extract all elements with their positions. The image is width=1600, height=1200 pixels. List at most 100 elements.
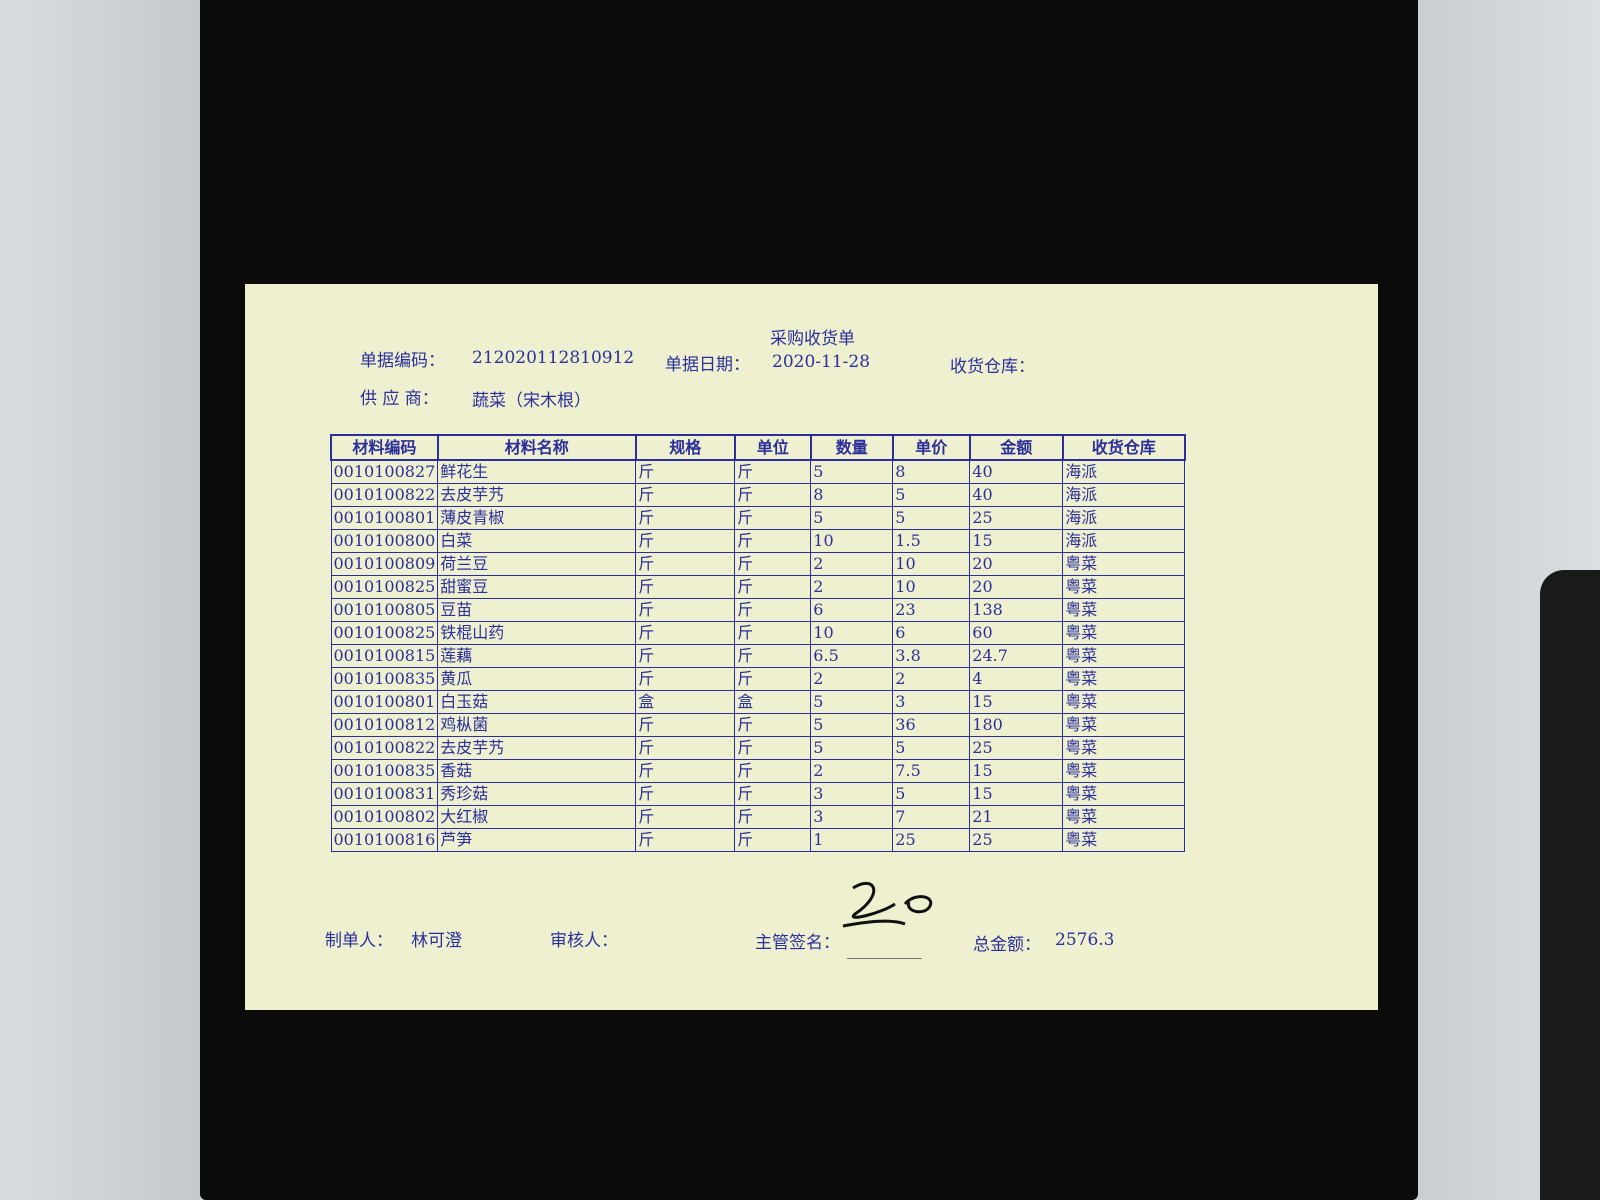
column-header: 金额 [968, 434, 1064, 461]
table-cell: 2 [892, 667, 971, 691]
table-cell: 6 [892, 621, 971, 645]
table-cell: 7 [892, 805, 971, 829]
table-cell: 15 [969, 529, 1064, 553]
table-cell: 5 [892, 483, 971, 507]
table-row: 0010100816 芦笋斤斤 1 25 25 粤菜 [330, 828, 1186, 852]
table-cell: 斤 [734, 644, 812, 668]
table-cell: 斤 [635, 459, 736, 484]
table-cell: 盒 [635, 690, 736, 714]
table-cell: 10 [892, 575, 971, 599]
table-cell: 0010100825 [330, 621, 439, 645]
table-cell: 5 [810, 690, 894, 714]
table-row: 0010100812 鸡枞菌斤斤 5 36 180 粤菜 [330, 713, 1186, 737]
items-table: 材料编码 材料名称 规格 单位 数量 单价 金额 收货仓库 0010100827 鲜花生斤斤 5 8… [330, 434, 1186, 852]
table-cell: 斤 [635, 598, 736, 622]
table-cell: 粤菜 [1062, 782, 1186, 806]
field-label: 制单人： [325, 931, 393, 951]
table-cell: 斤 [635, 621, 736, 645]
table-cell: 0010100809 [330, 552, 439, 576]
table-cell: 粤菜 [1062, 598, 1186, 622]
table-cell: 斤 [734, 552, 812, 576]
table-cell: 5 [810, 459, 894, 484]
table-cell: 5 [810, 713, 894, 737]
table-cell: 0010100822 [330, 736, 439, 760]
table-cell: 斤 [635, 529, 736, 553]
table-row: 0010100802 大红椒斤斤 3 7 21 粤菜 [330, 805, 1186, 829]
table-cell: 斤 [734, 575, 812, 599]
table-cell: 海派 [1062, 483, 1186, 507]
signature-line [847, 958, 922, 959]
table-cell: 36 [892, 713, 971, 737]
table-cell: 8 [892, 459, 971, 484]
field-label: 单据日期： [665, 355, 750, 375]
table-cell: 10 [810, 621, 894, 645]
table-cell: 粤菜 [1062, 690, 1186, 714]
table-cell: 斤 [635, 644, 736, 668]
table-cell: 斤 [635, 575, 736, 599]
table-cell: 25 [892, 828, 971, 852]
table-cell: 15 [969, 690, 1064, 714]
table-cell: 斤 [734, 529, 812, 553]
signature [842, 881, 933, 928]
table-cell: 香菇 [437, 759, 637, 783]
table-cell: 5 [892, 782, 971, 806]
table-cell: 0010100815 [330, 644, 439, 668]
table-cell: 10 [810, 529, 894, 553]
table-cell: 5 [810, 506, 894, 530]
table-row: 0010100801 白玉菇盒盒 5 3 15 粤菜 [330, 690, 1186, 714]
table-cell: 铁棍山药 [437, 621, 637, 645]
table-cell: 0010100801 [330, 506, 439, 530]
table-cell: 0010100835 [330, 667, 439, 691]
table-row: 0010100825 甜蜜豆斤斤 2 10 20 粤菜 [330, 575, 1186, 599]
table-cell: 黄瓜 [437, 667, 637, 691]
table-row: 0010100801 薄皮青椒斤斤 5 5 25 海派 [330, 506, 1186, 530]
table-cell: 23 [892, 598, 971, 622]
header-row: 材料编码 材料名称 规格 单位 数量 单价 金额 收货仓库 [330, 434, 1186, 461]
table-row: 0010100815 莲藕斤斤 6.5 3.8 24.7 粤菜 [330, 644, 1186, 668]
table-cell: 海派 [1062, 459, 1186, 484]
table-cell: 粤菜 [1062, 552, 1186, 576]
table-cell: 6 [810, 598, 894, 622]
table-cell: 0010100825 [330, 575, 439, 599]
table-row: 0010100805 豆苗斤斤 6 23 138 粤菜 [330, 598, 1186, 622]
table-cell: 粤菜 [1062, 759, 1186, 783]
field-value: 212020112810912 [472, 348, 635, 368]
table-cell: 粤菜 [1062, 713, 1186, 737]
table-cell: 0010100812 [330, 713, 439, 737]
table-cell: 2 [810, 667, 894, 691]
table-cell: 2 [810, 575, 894, 599]
table-cell: 0010100831 [330, 782, 439, 806]
table-cell: 去皮芋艿 [437, 736, 637, 760]
receipt: 采购收货单 单据编码： 212020112810912 单据日期： 2020-1… [245, 284, 1378, 1010]
table-cell: 去皮芋艿 [437, 483, 637, 507]
field-label: 单据编码： [360, 351, 445, 371]
table-cell: 大红椒 [437, 805, 637, 829]
table-cell: 10 [892, 552, 971, 576]
table-cell: 3 [810, 782, 894, 806]
table-cell: 豆苗 [437, 598, 637, 622]
table-cell: 甜蜜豆 [437, 575, 637, 599]
device [1540, 570, 1600, 1200]
table-cell: 8 [810, 483, 894, 507]
column-header: 数量 [809, 434, 894, 461]
table-cell: 5 [892, 736, 971, 760]
table-cell: 60 [969, 621, 1064, 645]
table-cell: 斤 [635, 667, 736, 691]
table-cell: 粤菜 [1062, 736, 1186, 760]
table-cell: 0010100827 [330, 459, 439, 484]
field-label: 收货仓库： [950, 357, 1035, 377]
table-cell: 斤 [734, 483, 812, 507]
table-row: 0010100800 白菜斤斤 10 1.5 15 海派 [330, 529, 1186, 553]
table-cell: 6.5 [810, 644, 894, 668]
table-row: 0010100809 荷兰豆斤斤 2 10 20 粤菜 [330, 552, 1186, 576]
table-row: 0010100831 秀珍菇斤斤 3 5 15 粤菜 [330, 782, 1186, 806]
table-cell: 1 [810, 828, 894, 852]
table-cell: 15 [969, 782, 1064, 806]
table-cell: 斤 [734, 736, 812, 760]
table-cell: 斤 [734, 506, 812, 530]
table-cell: 7.5 [892, 759, 971, 783]
table-cell: 斤 [635, 736, 736, 760]
table-cell: 0010100835 [330, 759, 439, 783]
table-cell: 25 [969, 736, 1064, 760]
